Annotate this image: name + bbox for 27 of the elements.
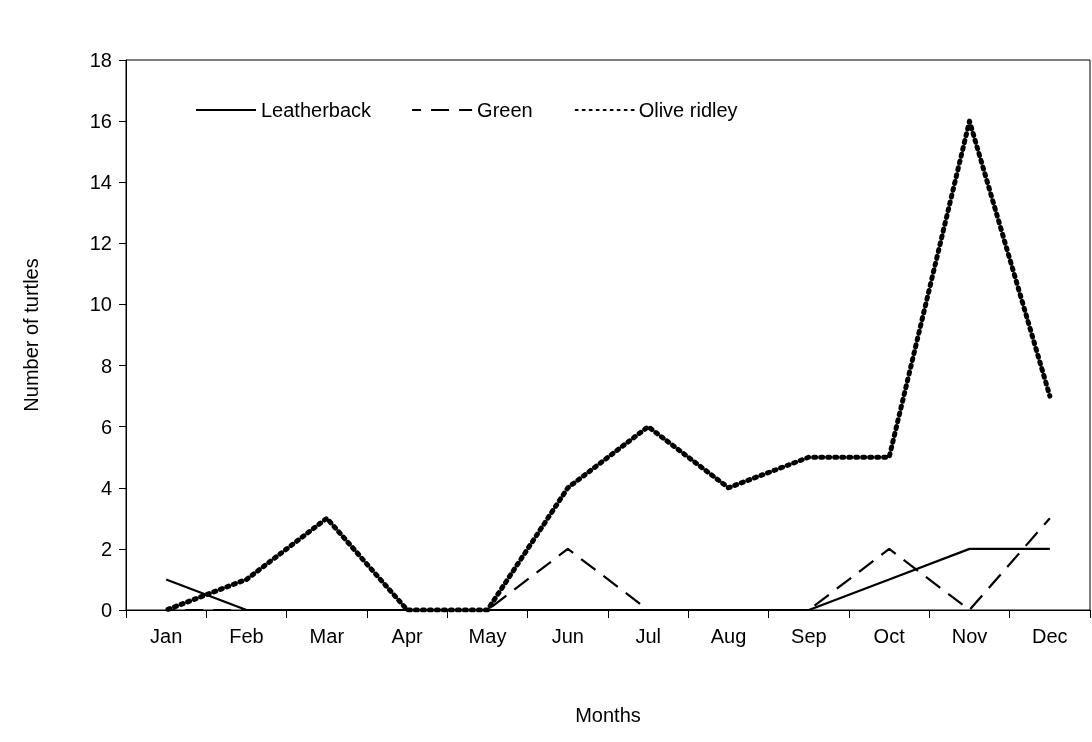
x-tick-label: Sep bbox=[791, 625, 827, 647]
y-tick-label: 16 bbox=[89, 110, 112, 133]
x-tick-label: Mar bbox=[309, 625, 345, 647]
legend-label: Leatherback bbox=[261, 99, 373, 121]
y-tick-label: 18 bbox=[89, 49, 112, 71]
y-tick-label: 4 bbox=[100, 476, 112, 499]
x-tick-label: Jul bbox=[635, 625, 661, 647]
x-tick-label: Oct bbox=[873, 625, 906, 647]
x-axis-title: Months bbox=[575, 704, 641, 726]
y-tick-label: 2 bbox=[100, 537, 112, 560]
y-tick-label: 12 bbox=[89, 232, 112, 255]
x-tick-label: Jan bbox=[150, 625, 183, 647]
x-tick-label: Jun bbox=[551, 625, 584, 647]
y-tick-label: 8 bbox=[100, 354, 112, 377]
y-tick-label: 14 bbox=[89, 171, 112, 194]
y-axis-title: Number of turtles bbox=[20, 258, 42, 412]
y-tick-label: 0 bbox=[100, 599, 112, 621]
y-tick-label: 6 bbox=[100, 415, 112, 438]
y-tick-label: 10 bbox=[89, 293, 112, 316]
x-tick-label: Apr bbox=[391, 625, 424, 647]
x-tick-label: Nov bbox=[951, 625, 988, 647]
legend-label: Olive ridley bbox=[638, 99, 738, 121]
x-tick-label: Dec bbox=[1032, 625, 1068, 647]
legend-label: Green bbox=[477, 99, 533, 121]
x-tick-label: Aug bbox=[710, 625, 747, 647]
x-tick-label: Feb bbox=[229, 625, 264, 647]
x-tick-label: May bbox=[468, 625, 507, 647]
